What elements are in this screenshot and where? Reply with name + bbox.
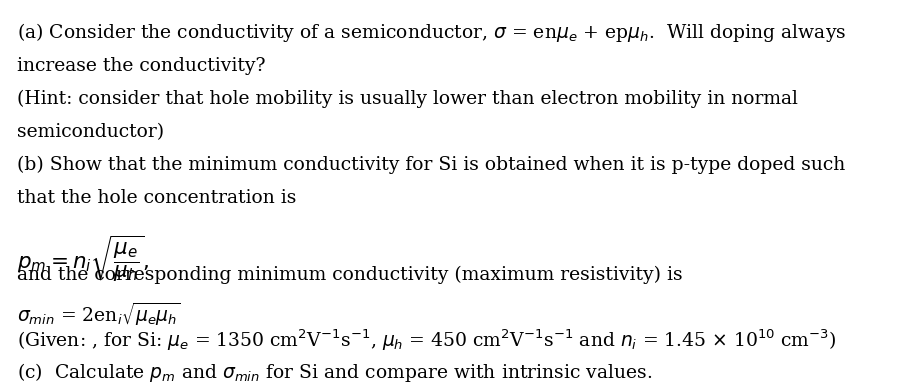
Text: and the corresponding minimum conductivity (maximum resistivity) is: and the corresponding minimum conductivi… [17, 266, 683, 284]
Text: (Given: , for Si: $\mu_e$ = 1350 cm$^2$V$^{-1}$s$^{-1}$, $\mu_h$ = 450 cm$^2$V$^: (Given: , for Si: $\mu_e$ = 1350 cm$^2$V… [17, 328, 837, 353]
Text: (Hint: consider that hole mobility is usually lower than electron mobility in no: (Hint: consider that hole mobility is us… [17, 90, 798, 108]
Text: that the hole concentration is: that the hole concentration is [17, 189, 297, 207]
Text: $p_m = n_i\sqrt{\dfrac{\mu_e}{\mu_h}},$: $p_m = n_i\sqrt{\dfrac{\mu_e}{\mu_h}},$ [17, 233, 150, 283]
Text: $\sigma_{min}$ = 2en$_i\sqrt{\mu_e\mu_h}$: $\sigma_{min}$ = 2en$_i\sqrt{\mu_e\mu_h}… [17, 301, 181, 328]
Text: semiconductor): semiconductor) [17, 123, 165, 141]
Text: increase the conductivity?: increase the conductivity? [17, 57, 266, 75]
Text: (b) Show that the minimum conductivity for Si is obtained when it is p-type dope: (b) Show that the minimum conductivity f… [17, 156, 845, 174]
Text: (a) Consider the conductivity of a semiconductor, $\sigma$ = en$\mu_e$ + ep$\mu_: (a) Consider the conductivity of a semic… [17, 21, 846, 44]
Text: (c)  Calculate $p_m$ and $\sigma_{min}$ for Si and compare with intrinsic values: (c) Calculate $p_m$ and $\sigma_{min}$ f… [17, 361, 652, 384]
